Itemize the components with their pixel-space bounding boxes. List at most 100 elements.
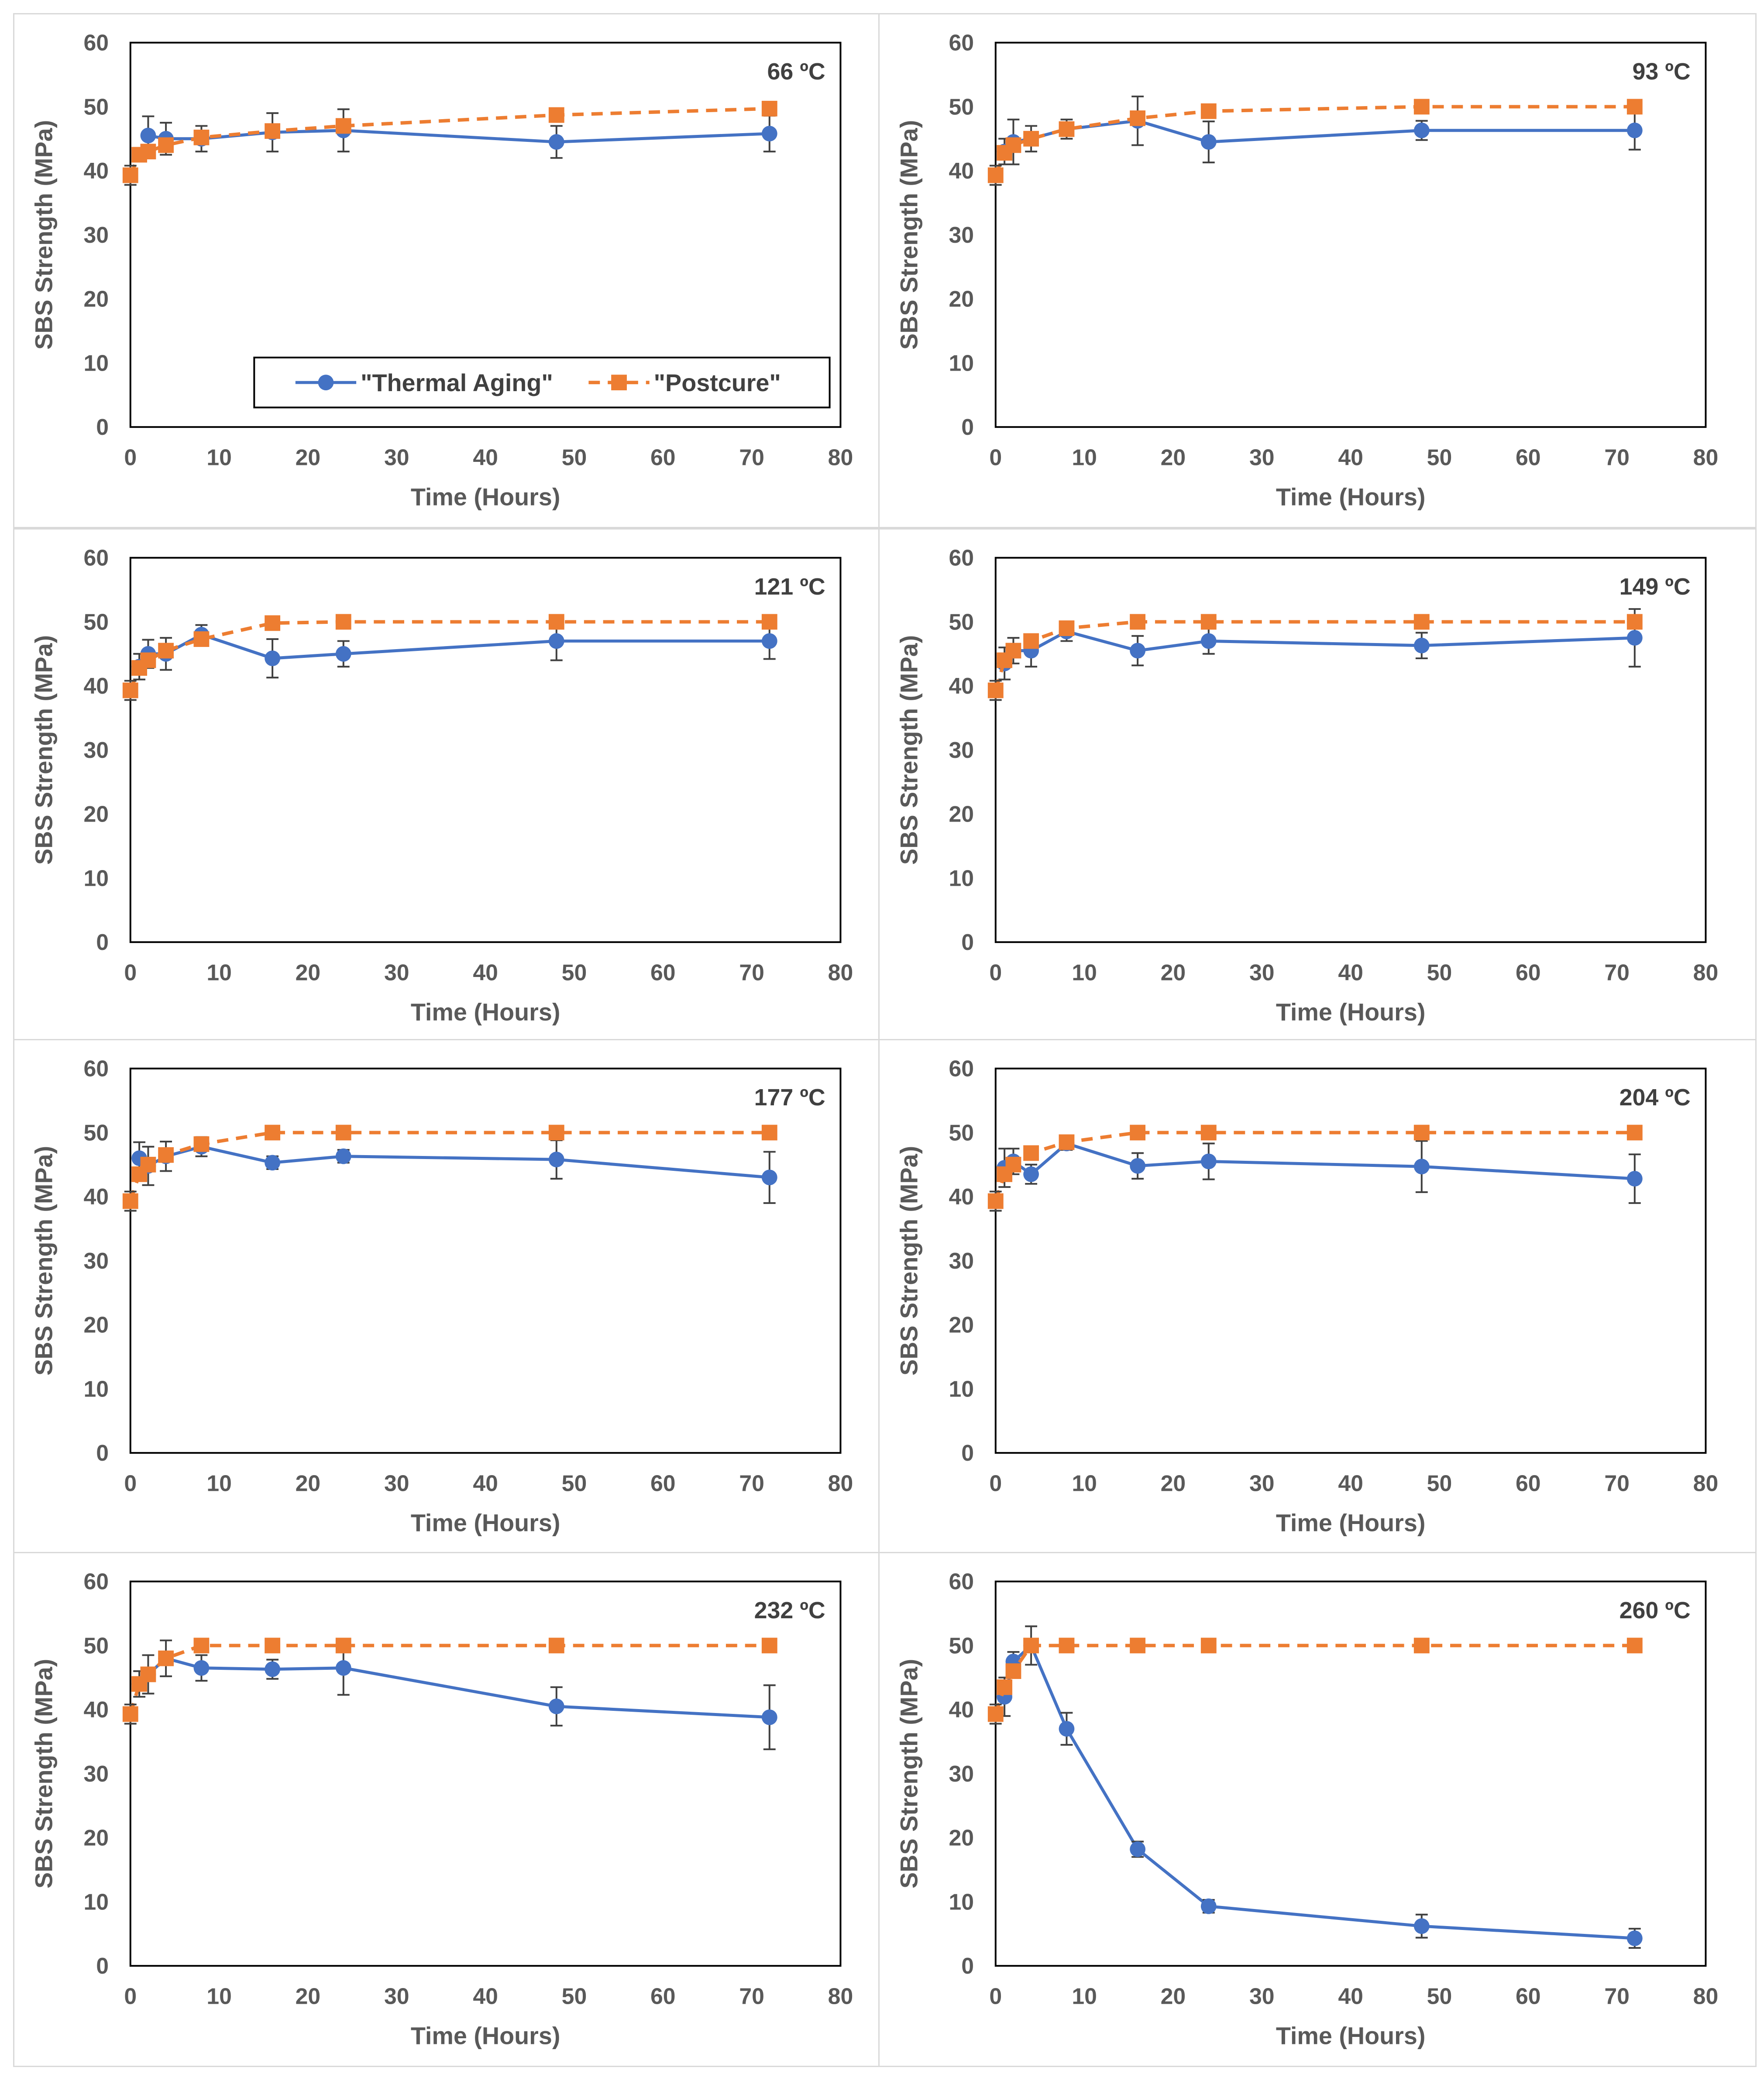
x-tick-label: 50	[1427, 445, 1452, 470]
data-point-thermal-aging	[265, 650, 281, 666]
data-point-thermal-aging	[140, 127, 156, 144]
chart-svg: 0 10 20 30 40 50 60 0 10 20 30 40 50 60 70 80 Time (Hour…	[31, 1569, 853, 2050]
data-point-thermal-aging	[1200, 1153, 1217, 1170]
data-point-postcure	[1626, 99, 1643, 115]
data-point-postcure	[1413, 1125, 1430, 1141]
y-tick-label: 40	[949, 1697, 974, 1722]
x-tick-label: 80	[828, 445, 853, 470]
data-point-thermal-aging	[1626, 122, 1643, 138]
plot-frame	[129, 1580, 842, 1967]
data-point-thermal-aging	[1130, 1158, 1146, 1174]
x-tick-label: 0	[989, 960, 1002, 985]
x-tick-label: 10	[1072, 1471, 1097, 1496]
data-point-thermal-aging	[335, 1660, 351, 1676]
x-tick-label: 50	[562, 1471, 587, 1496]
data-point-postcure	[265, 1125, 281, 1141]
series-line-thermal-aging	[1004, 1142, 1635, 1180]
legend-label-postcure: "Postcure"	[654, 369, 781, 396]
data-point-thermal-aging	[1626, 630, 1643, 646]
y-tick-label: 50	[83, 1633, 109, 1658]
temperature-label: 232 ºC	[754, 1597, 825, 1624]
y-tick-label: 30	[949, 737, 974, 763]
chart-panel: 0 10 20 30 40 50 60 0 10 20 30 40 50 60 70 80 Time (Hour…	[13, 1039, 891, 1554]
x-tick-label: 50	[562, 1984, 587, 2009]
data-point-thermal-aging	[1626, 1171, 1643, 1187]
data-point-postcure	[1626, 614, 1643, 630]
x-tick-label: 40	[473, 960, 498, 985]
data-point-thermal-aging	[335, 1148, 351, 1164]
x-tick-label: 0	[124, 960, 137, 985]
series-line-postcure	[129, 107, 770, 176]
chart-panel: 0 10 20 30 40 50 60 0 10 20 30 40 50 60 70 80 Time (Hour…	[13, 528, 891, 1043]
data-point-postcure	[1200, 614, 1217, 630]
x-tick-label: 0	[989, 445, 1002, 470]
y-axis-title: SBS Strength (MPa)	[31, 1659, 58, 1888]
x-tick-label: 60	[1516, 445, 1541, 470]
series-line-thermal-aging	[1003, 1643, 1635, 1940]
y-tick-label: 60	[83, 1569, 109, 1594]
data-point-thermal-aging	[761, 1170, 777, 1186]
temperature-label: 93 ºC	[1633, 58, 1691, 85]
data-point-postcure	[548, 1637, 564, 1654]
y-tick-label: 30	[83, 1761, 109, 1786]
data-point-postcure	[265, 615, 281, 631]
data-point-postcure	[1023, 633, 1039, 649]
chart-panel: 0 10 20 30 40 50 60 0 10 20 30 40 50 60 70 80 Time (Hour…	[13, 13, 891, 528]
y-tick-label: 40	[83, 673, 109, 698]
x-tick-label: 30	[1249, 960, 1275, 985]
plot-frame	[994, 1580, 1707, 1967]
y-tick-label: 60	[83, 545, 109, 571]
x-axis-title: Time (Hours)	[1276, 2022, 1426, 2049]
data-point-postcure	[122, 1193, 138, 1209]
temperature-label: 260 ºC	[1620, 1597, 1691, 1624]
data-point-thermal-aging	[548, 1152, 564, 1167]
temperature-label: 204 ºC	[1620, 1084, 1691, 1111]
series-line-postcure	[129, 620, 770, 691]
x-tick-label: 20	[1161, 960, 1186, 985]
data-point-thermal-aging	[548, 633, 564, 649]
x-tick-label: 10	[206, 960, 232, 985]
y-tick-label: 60	[83, 1056, 109, 1081]
y-tick-label: 0	[96, 1953, 109, 1978]
data-point-thermal-aging	[1413, 122, 1430, 138]
y-tick-label: 10	[949, 1376, 974, 1401]
data-point-postcure	[193, 1637, 210, 1654]
series-line-thermal-aging	[138, 1656, 770, 1719]
y-tick-label: 30	[949, 1248, 974, 1273]
chart-panel: 0 10 20 30 40 50 60 0 10 20 30 40 50 60 70 80 Time (Hour…	[878, 13, 1757, 528]
data-point-postcure	[158, 1147, 174, 1163]
x-tick-label: 20	[1161, 1471, 1186, 1496]
x-tick-label: 70	[739, 445, 764, 470]
data-point-postcure	[265, 1637, 281, 1654]
x-tick-label: 50	[562, 445, 587, 470]
y-tick-label: 0	[96, 414, 109, 440]
data-point-postcure	[1626, 1125, 1643, 1141]
plot-frame	[994, 557, 1707, 943]
data-point-postcure	[548, 614, 564, 630]
y-tick-label: 30	[949, 222, 974, 248]
data-point-postcure	[1200, 1637, 1217, 1654]
x-tick-label: 30	[384, 960, 409, 985]
y-tick-label: 50	[949, 94, 974, 119]
x-tick-label: 0	[124, 1471, 137, 1496]
data-point-thermal-aging	[1413, 637, 1430, 654]
y-tick-label: 40	[83, 1184, 109, 1209]
y-axis-title: SBS Strength (MPa)	[31, 635, 58, 865]
y-tick-label: 60	[83, 30, 109, 55]
y-tick-label: 50	[83, 1120, 109, 1145]
y-tick-label: 20	[83, 286, 109, 312]
y-tick-label: 20	[949, 1825, 974, 1851]
y-tick-label: 40	[83, 1697, 109, 1722]
y-tick-label: 10	[949, 350, 974, 375]
y-axis-title: SBS Strength (MPa)	[31, 120, 58, 350]
data-point-postcure	[987, 167, 1004, 183]
data-point-postcure	[1413, 99, 1430, 115]
x-tick-label: 60	[1516, 960, 1541, 985]
chart-panel: 0 10 20 30 40 50 60 0 10 20 30 40 50 60 70 80 Time (Hour…	[878, 1039, 1757, 1554]
y-axis-title: SBS Strength (MPa)	[31, 1146, 58, 1376]
x-tick-label: 80	[828, 1471, 853, 1496]
y-tick-label: 30	[949, 1761, 974, 1786]
y-axis-title: SBS Strength (MPa)	[896, 635, 923, 865]
x-tick-label: 60	[650, 1471, 676, 1496]
data-point-postcure	[140, 1666, 156, 1682]
